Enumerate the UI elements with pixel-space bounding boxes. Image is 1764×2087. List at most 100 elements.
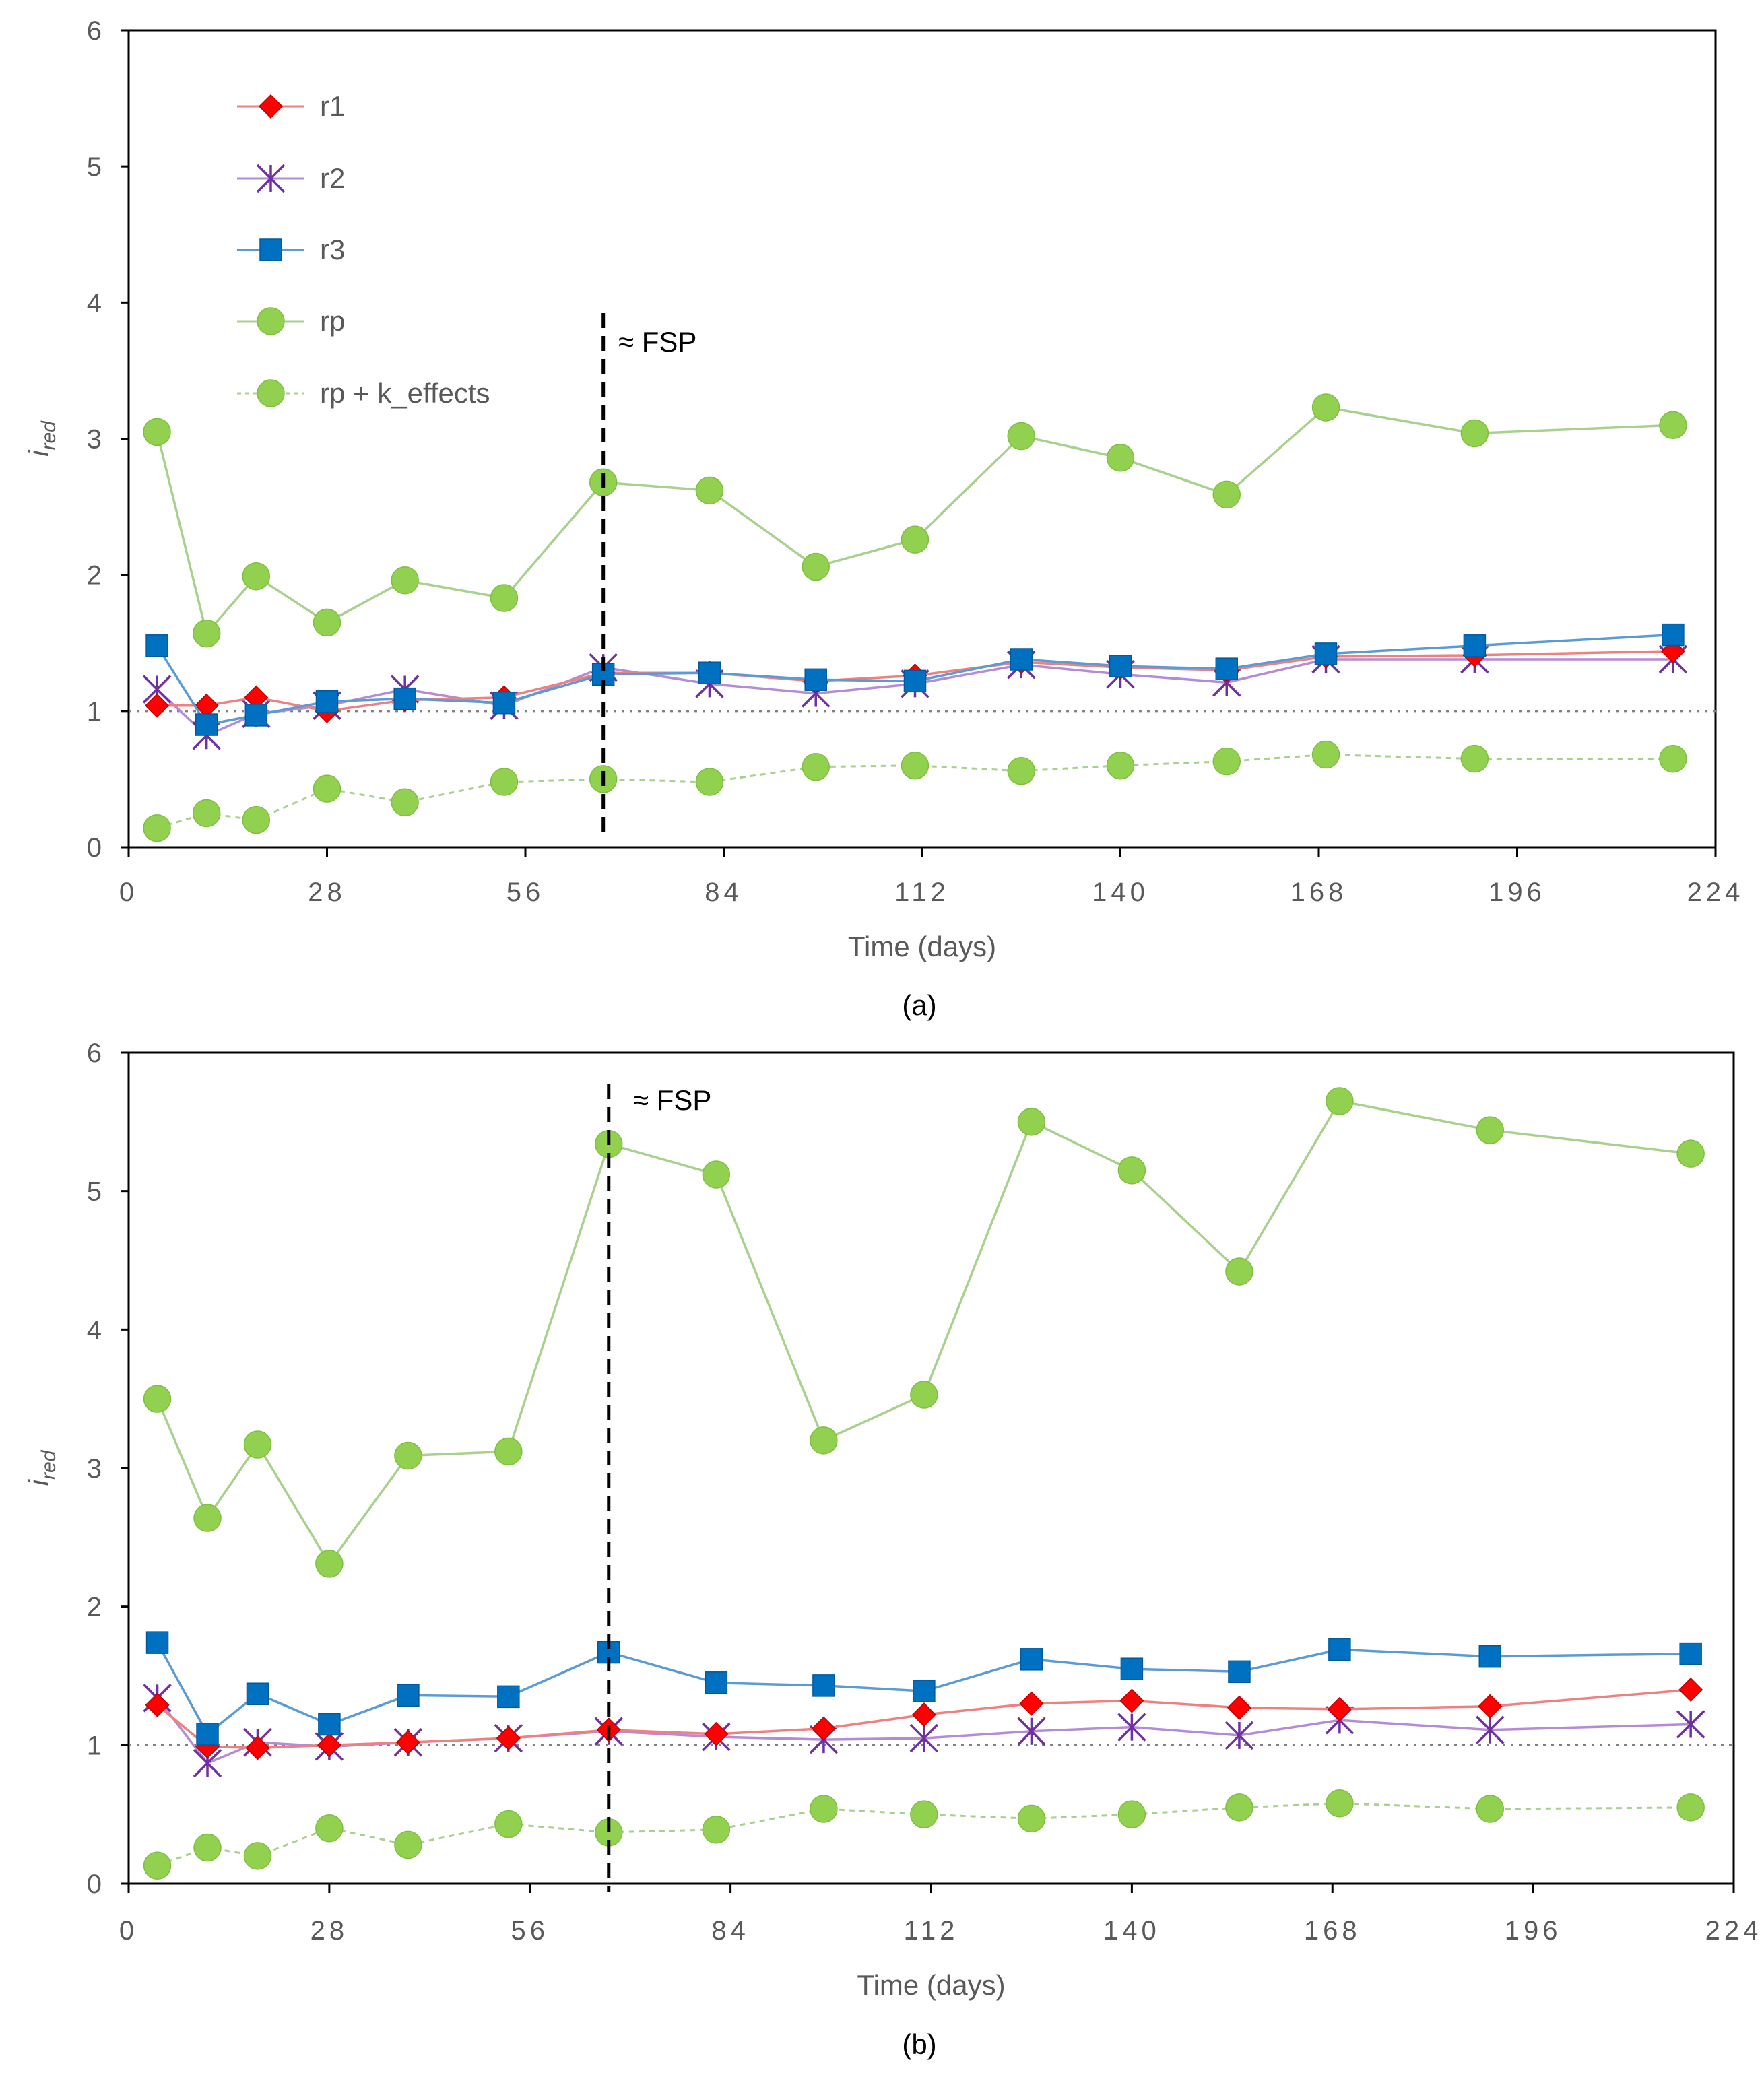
data-point-rpk bbox=[1676, 1793, 1705, 1822]
data-point-r1 bbox=[317, 1733, 341, 1758]
data-point-rpk bbox=[702, 1816, 731, 1844]
data-point-r3 bbox=[1662, 623, 1685, 647]
data-point-r3 bbox=[497, 1685, 520, 1709]
data-point-r3 bbox=[1109, 655, 1132, 677]
data-point-r1 bbox=[245, 1735, 270, 1760]
data-point-rpk bbox=[1460, 744, 1489, 773]
data-point-rpk bbox=[193, 1833, 222, 1862]
series-line-rpk bbox=[157, 1802, 1691, 1867]
series-line-r3 bbox=[156, 1642, 1691, 1736]
series-line-rp bbox=[156, 406, 1673, 636]
data-point-rpk bbox=[910, 1800, 938, 1828]
asterisk-icon bbox=[256, 164, 286, 193]
data-point-rp bbox=[394, 1441, 422, 1470]
data-point-rp bbox=[490, 584, 519, 612]
data-point-r1 bbox=[1019, 1691, 1044, 1716]
legend-label-r1: r1 bbox=[320, 90, 345, 122]
data-point-rpk bbox=[313, 774, 341, 803]
data-point-r3 bbox=[1478, 1645, 1502, 1668]
data-point-r3 bbox=[492, 691, 516, 715]
plot-area-frame bbox=[127, 1051, 1735, 1885]
data-point-rp bbox=[1326, 1087, 1354, 1115]
data-point-r3 bbox=[1120, 1657, 1144, 1680]
data-point-rpk bbox=[1017, 1804, 1046, 1833]
y-tick-label: 5 bbox=[87, 152, 102, 182]
data-point-r3 bbox=[246, 1682, 269, 1705]
legend-label-rpk: rp + k_effects bbox=[320, 377, 490, 409]
y-tick-label: 4 bbox=[87, 288, 102, 318]
x-axis-title: Time (days) bbox=[848, 931, 996, 962]
data-point-rpk bbox=[490, 768, 519, 796]
data-point-r3 bbox=[244, 704, 268, 727]
data-point-rp bbox=[695, 476, 724, 505]
x-tick-label: 56 bbox=[511, 1916, 550, 1946]
data-point-rpk bbox=[802, 752, 830, 781]
data-point-rp bbox=[1017, 1108, 1046, 1136]
data-point-r3 bbox=[698, 661, 721, 684]
x-tick-label: 168 bbox=[1291, 877, 1348, 907]
data-point-r2 bbox=[909, 1723, 939, 1753]
x-tick-label: 112 bbox=[904, 1916, 959, 1946]
y-tick-label: 6 bbox=[87, 1038, 102, 1068]
legend-label-r2: r2 bbox=[320, 162, 345, 194]
data-point-rpk bbox=[143, 814, 171, 842]
data-point-rpk bbox=[1007, 757, 1035, 785]
data-point-rp bbox=[1311, 393, 1340, 422]
data-point-rp bbox=[1212, 480, 1241, 509]
data-point-rpk bbox=[192, 799, 221, 828]
panel-caption: (b) bbox=[902, 2028, 936, 2060]
data-point-rpk bbox=[394, 1830, 422, 1859]
y-axis-title-sub: red bbox=[38, 420, 60, 451]
panel-caption: (a) bbox=[902, 989, 936, 1021]
y-axis-title-main: i bbox=[23, 1478, 55, 1486]
data-point-r1 bbox=[1119, 1688, 1144, 1713]
diamond-icon bbox=[258, 94, 284, 119]
legend-marker-rpk bbox=[257, 379, 285, 407]
x-tick-label: 140 bbox=[1092, 877, 1149, 907]
y-axis-title: ired bbox=[23, 420, 60, 457]
data-point-rpk bbox=[494, 1810, 523, 1838]
data-point-r3 bbox=[195, 713, 218, 736]
data-point-r1 bbox=[1478, 1694, 1503, 1719]
data-point-rpk bbox=[143, 1851, 172, 1880]
data-point-rp bbox=[494, 1437, 523, 1466]
data-point-rpk bbox=[391, 788, 419, 817]
data-point-r1 bbox=[1678, 1678, 1703, 1702]
data-point-r1 bbox=[704, 1721, 729, 1746]
data-point-r3 bbox=[804, 668, 827, 692]
y-tick-label: 6 bbox=[87, 16, 102, 46]
data-point-rpk bbox=[1476, 1795, 1505, 1823]
data-point-rp bbox=[313, 608, 341, 637]
data-point-r1 bbox=[811, 1716, 836, 1741]
data-point-rp bbox=[1007, 422, 1035, 451]
y-tick-label: 0 bbox=[87, 1869, 102, 1899]
data-point-rpk bbox=[1311, 740, 1340, 769]
x-tick-label: 196 bbox=[1505, 1916, 1562, 1946]
data-point-rpk bbox=[242, 805, 271, 834]
data-point-r3 bbox=[903, 669, 927, 693]
data-point-r3 bbox=[1463, 634, 1487, 657]
data-point-r1 bbox=[496, 1725, 521, 1751]
fsp-label: ≈ FSP bbox=[633, 1084, 711, 1116]
y-axis-title: ired bbox=[23, 1449, 60, 1486]
data-point-rp bbox=[243, 1430, 272, 1459]
x-tick-label: 0 bbox=[119, 877, 138, 907]
data-point-rp bbox=[143, 418, 171, 446]
x-tick-label: 112 bbox=[894, 877, 950, 907]
data-point-rp bbox=[1476, 1116, 1505, 1144]
legend-label-r3: r3 bbox=[320, 234, 345, 265]
data-point-rpk bbox=[1225, 1793, 1253, 1822]
x-tick-label: 28 bbox=[308, 877, 346, 907]
data-point-rpk bbox=[695, 768, 724, 796]
data-point-r2 bbox=[1017, 1717, 1046, 1746]
circle-icon bbox=[257, 307, 285, 335]
data-point-rpk bbox=[1212, 747, 1241, 776]
data-point-r3 bbox=[397, 1684, 420, 1707]
x-tick-label: 84 bbox=[711, 1916, 750, 1946]
x-tick-label: 224 bbox=[1705, 1916, 1763, 1946]
data-point-r1 bbox=[1327, 1696, 1352, 1721]
data-point-rpk bbox=[1659, 744, 1687, 773]
data-point-r3 bbox=[318, 1713, 341, 1736]
data-point-r3 bbox=[913, 1680, 936, 1702]
